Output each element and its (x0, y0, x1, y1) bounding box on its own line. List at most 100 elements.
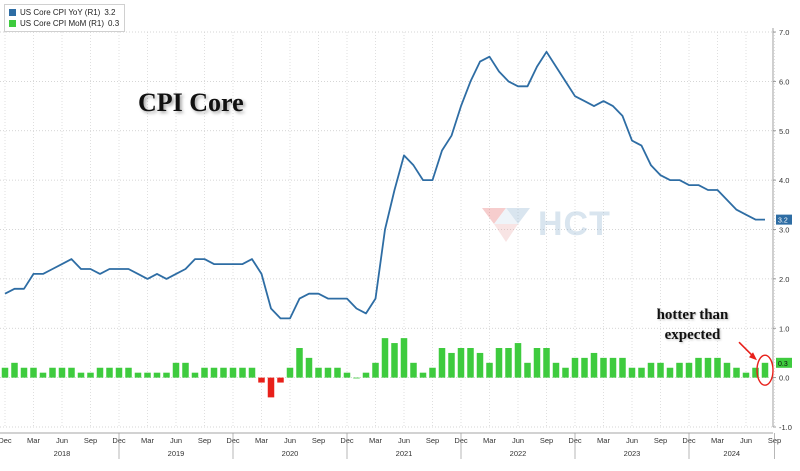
annotation-line-1: hotter than (656, 307, 729, 323)
bar-mom (258, 377, 265, 383)
chart-legend: US Core CPI YoY (R1) 3.2 US Core CPI MoM… (4, 4, 126, 32)
y-tick-label: 3.0 (779, 226, 789, 235)
bar-mom (429, 367, 436, 378)
x-tick-label: Sep (654, 436, 667, 445)
annotation-ellipse (756, 354, 774, 386)
chart-title: CPI Core (138, 88, 244, 117)
bar-mom (419, 372, 427, 378)
bar-mom (723, 362, 731, 378)
bar-mom (20, 367, 28, 378)
y-tick-label: 5.0 (779, 127, 789, 136)
bar-mom (476, 352, 484, 378)
bar-mom (229, 367, 237, 378)
bar-mom (467, 348, 474, 378)
x-tick-label: Mar (597, 436, 610, 445)
x-tick-label: Sep (84, 436, 97, 445)
bar-mom (571, 357, 579, 378)
bar-mom (1, 367, 9, 378)
bar-mom (676, 362, 683, 378)
bar-mom (590, 352, 598, 378)
bar-mom (391, 343, 398, 378)
bar-mom (752, 367, 759, 378)
x-tick-label: Mar (27, 436, 40, 445)
bar-mom (742, 372, 750, 378)
x-year-label: 2019 (168, 449, 185, 458)
y-tick-label: -1.0 (779, 423, 792, 432)
y-tick-label: 2.0 (779, 275, 789, 284)
bar-mom (638, 367, 645, 378)
legend-label-mom: US Core CPI MoM (R1) (20, 19, 105, 28)
bar-mom (714, 357, 721, 378)
x-year-label: 2020 (282, 449, 299, 458)
bar-mom (400, 338, 408, 378)
bar-mom (182, 362, 189, 378)
bar-mom (562, 367, 569, 378)
bar-mom (96, 367, 104, 378)
x-tick-label: Mar (711, 436, 724, 445)
bar-mom (87, 372, 94, 378)
bar-mom (201, 367, 208, 378)
bar-mom (30, 367, 37, 378)
bar-mom (11, 362, 18, 378)
legend-item-mom: US Core CPI MoM (R1) 0.3 (9, 18, 119, 29)
annotation-arrow-head (749, 352, 757, 361)
bar-mom (695, 357, 702, 378)
badge-yoy-bg (776, 214, 792, 225)
bar-mom (163, 372, 170, 378)
bar-mom (106, 367, 113, 378)
bar-mom (524, 362, 531, 378)
bar-mom (505, 348, 512, 378)
bar-mom (600, 357, 607, 378)
bar-mom (353, 377, 360, 379)
bar-mom (58, 367, 66, 378)
bar-mom (628, 367, 636, 378)
diamond-logo-icon (482, 208, 530, 242)
bar-mom (685, 362, 693, 378)
x-tick-label: Jun (740, 436, 752, 445)
x-tick-label: Dec (0, 436, 12, 445)
x-year-label: 2022 (510, 449, 527, 458)
x-tick-label: Sep (540, 436, 553, 445)
x-tick-label: Mar (483, 436, 496, 445)
bar-mom (761, 362, 769, 378)
x-tick-label: Mar (141, 436, 154, 445)
y-tick-label: 6.0 (779, 77, 789, 86)
legend-value-yoy: 3.2 (104, 8, 116, 17)
bar-mom (286, 367, 294, 378)
y-tick-label: 0.0 (779, 374, 789, 383)
bar-mom (315, 367, 322, 378)
y-tick-label: 1.0 (779, 324, 789, 333)
bar-mom (134, 372, 142, 378)
bar-mom (438, 348, 446, 378)
x-tick-label: Mar (255, 436, 268, 445)
bar-mom (296, 348, 303, 378)
bar-mom (457, 348, 465, 378)
x-tick-label: Mar (369, 436, 382, 445)
bar-mom (267, 377, 275, 398)
bar-mom (115, 367, 123, 378)
bar-mom (733, 367, 740, 378)
bar-mom (581, 357, 588, 378)
bar-mom (277, 377, 284, 383)
bar-mom (533, 348, 541, 378)
bar-mom (68, 367, 75, 378)
bar-mom (657, 362, 664, 378)
x-tick-label: Sep (426, 436, 439, 445)
watermark-text: HCT (538, 204, 611, 243)
x-year-label: 2024 (723, 449, 740, 458)
bar-mom (77, 372, 85, 378)
bar-mom (248, 367, 256, 378)
bar-mom (619, 357, 626, 378)
bar-mom (305, 357, 313, 378)
bar-mom (647, 362, 655, 378)
x-tick-label: Sep (198, 436, 211, 445)
bar-mom (220, 367, 227, 378)
watermark-logo: HCT (480, 204, 611, 244)
bar-mom (324, 367, 332, 378)
bar-mom (666, 367, 674, 378)
bar-mom (704, 357, 712, 378)
bar-mom (486, 362, 493, 378)
x-tick-label: Jun (398, 436, 410, 445)
x-year-label: 2021 (396, 449, 413, 458)
legend-value-mom: 0.3 (108, 19, 120, 28)
